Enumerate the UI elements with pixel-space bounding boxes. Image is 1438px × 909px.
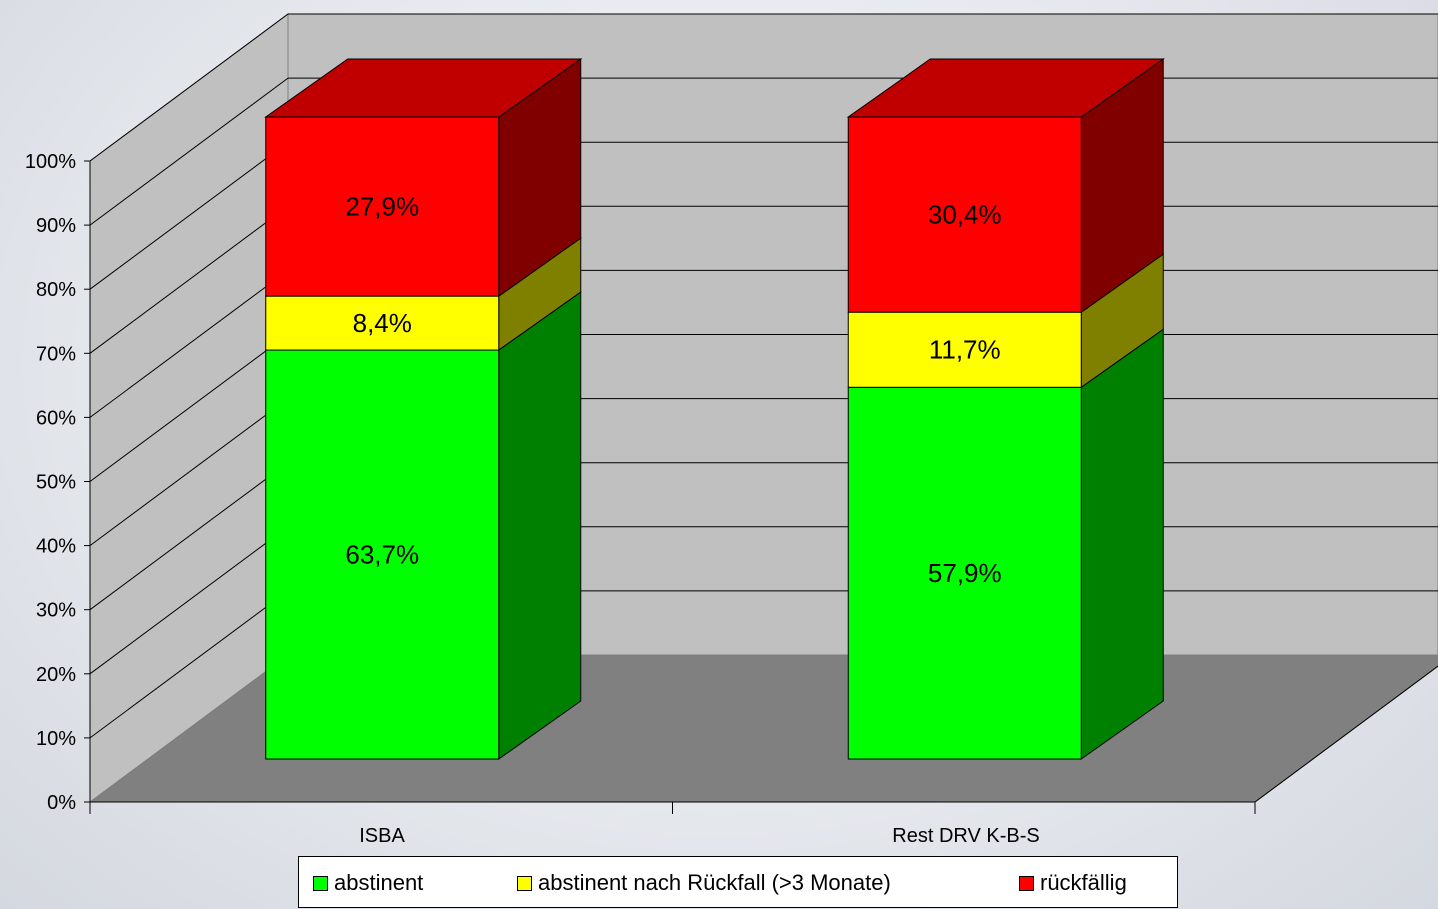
legend-item-rueckfaellig: rückfällig: [1019, 857, 1127, 909]
y-tick-label: 60%: [36, 407, 76, 429]
x-category-label-1: Rest DRV K-B-S: [892, 825, 1039, 847]
bars: [264, 58, 1165, 760]
gridline-side: [89, 590, 289, 739]
data-label-1-1: 11,7%: [929, 335, 1001, 365]
data-label-0-0: 63,7%: [345, 540, 419, 570]
legend-swatch-rueckfaellig: [1019, 875, 1034, 891]
y-tick-label: 0%: [47, 792, 76, 814]
legend-swatch-abstinent-nach-rueckfall: [517, 875, 532, 891]
gridline-side: [89, 141, 289, 290]
gridline-side: [89, 269, 289, 418]
gridline-side: [89, 398, 289, 547]
gridline-side: [89, 526, 289, 675]
data-label-1-2: 30,4%: [928, 200, 1002, 230]
legend-item-abstinent: abstinent: [313, 857, 423, 909]
y-tick-label: 50%: [36, 472, 76, 494]
y-tick-label: 80%: [36, 279, 76, 301]
x-axis-depth-line: [1254, 665, 1438, 803]
y-tick-label: 10%: [36, 728, 76, 750]
y-tick-label: 100%: [25, 151, 76, 173]
gridline-side: [89, 77, 289, 226]
gridline-side: [89, 13, 289, 162]
data-label-0-1: 8,4%: [353, 308, 412, 338]
bar-segment-0-2: [265, 116, 500, 297]
bar-side-0-0: [498, 291, 582, 760]
legend-item-abstinent-nach-rueckfall: abstinent nach Rückfall (>3 Monate): [517, 857, 891, 909]
legend: abstinent abstinent nach Rückfall (>3 Mo…: [298, 856, 1178, 908]
gridline-side: [89, 462, 289, 611]
gridline-side: [89, 205, 289, 354]
bar-top-0: [264, 58, 583, 118]
legend-label-abstinent-nach-rueckfall: abstinent nach Rückfall (>3 Monate): [538, 870, 891, 895]
bar-segment-0-1: [265, 295, 500, 351]
bar-segment-1-1: [847, 311, 1082, 388]
y-tick-label: 40%: [36, 536, 76, 558]
gridline-side: [89, 334, 289, 482]
y-tick-label: 90%: [36, 215, 76, 237]
y-tick-label: 20%: [36, 664, 76, 686]
bar-side-1-0: [1080, 328, 1164, 760]
bar-top-1: [846, 58, 1165, 118]
legend-swatch-abstinent: [313, 875, 328, 891]
bar-segment-1-2: [847, 116, 1082, 313]
axes: [84, 160, 1438, 814]
bar-segment-1-0: [847, 386, 1082, 760]
labels: 0% 10% 20% 30% 40% 50% 60% 70% 80% 90% 100% 63,7% 8,…: [25, 151, 1040, 847]
legend-label-abstinent: abstinent: [334, 870, 424, 895]
y-tick-label: 70%: [36, 343, 76, 365]
data-label-1-0: 57,9%: [928, 558, 1002, 588]
y-tick-label: 30%: [36, 600, 76, 622]
legend-label-rueckfaellig: rückfällig: [1040, 870, 1127, 895]
x-category-label-0: ISBA: [359, 825, 405, 847]
data-label-0-2: 27,9%: [345, 192, 419, 222]
bar-segment-0-0: [265, 349, 500, 760]
